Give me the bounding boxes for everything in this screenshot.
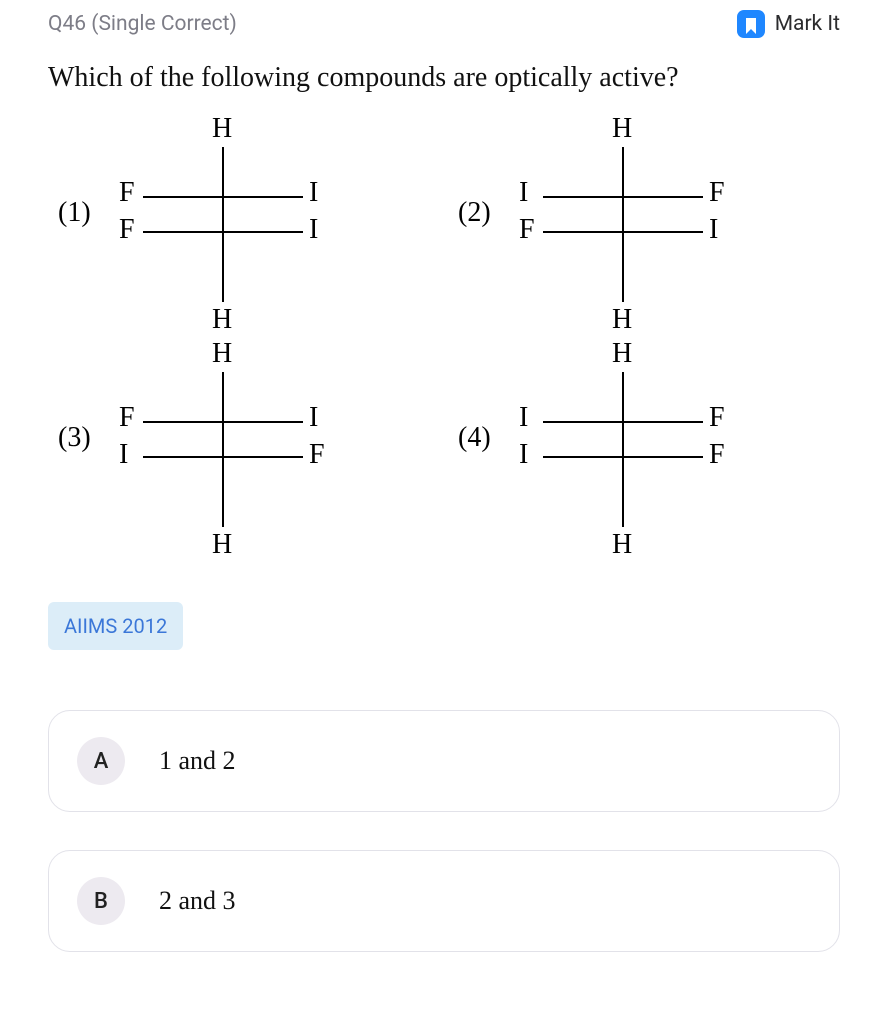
question-text: Which of the following compounds are opt… xyxy=(48,62,840,94)
horizontal-line-1 xyxy=(143,196,303,198)
atom-label-right_lower: F xyxy=(709,439,725,471)
horizontal-line-1 xyxy=(543,421,703,423)
fischer-diagram-3: (3)HHFIIF xyxy=(48,337,428,562)
diagram-number: (3) xyxy=(58,422,91,454)
horizontal-line-1 xyxy=(143,421,303,423)
atom-label-left_upper: I xyxy=(519,402,528,434)
atom-label-left_lower: F xyxy=(519,214,535,246)
atom-label-left_lower: I xyxy=(119,439,128,471)
backbone-line xyxy=(622,147,624,302)
backbone-line xyxy=(222,147,224,302)
option-b[interactable]: B 2 and 3 xyxy=(48,850,840,952)
diagram-number: (1) xyxy=(58,197,91,229)
horizontal-line-2 xyxy=(543,456,703,458)
atom-label-left_upper: I xyxy=(519,177,528,209)
atom-label-top: H xyxy=(612,338,632,370)
atom-label-top: H xyxy=(612,113,632,145)
atom-label-top: H xyxy=(212,113,232,145)
atom-label-right_upper: F xyxy=(709,177,725,209)
atom-label-right_upper: I xyxy=(309,177,318,209)
horizontal-line-2 xyxy=(543,231,703,233)
diagram-grid: (1)HHFIFI(2)HHIFFI(3)HHFIIF(4)HHIFIF xyxy=(48,112,840,562)
atom-label-bottom: H xyxy=(612,304,632,336)
tag-row: AIIMS 2012 xyxy=(48,602,840,650)
mark-it-button[interactable]: Mark It xyxy=(737,10,840,38)
backbone-line xyxy=(622,372,624,527)
option-text: 2 and 3 xyxy=(159,886,236,916)
horizontal-line-2 xyxy=(143,231,303,233)
atom-label-right_upper: F xyxy=(709,402,725,434)
atom-label-right_lower: F xyxy=(309,439,325,471)
option-letter: B xyxy=(77,877,125,925)
source-tag: AIIMS 2012 xyxy=(48,602,183,650)
atom-label-left_upper: F xyxy=(119,177,135,209)
horizontal-line-2 xyxy=(143,456,303,458)
backbone-line xyxy=(222,372,224,527)
diagram-number: (4) xyxy=(458,422,491,454)
atom-label-bottom: H xyxy=(212,529,232,561)
atom-label-right_lower: I xyxy=(709,214,718,246)
question-header: Q46 (Single Correct) Mark It xyxy=(48,10,840,38)
diagram-number: (2) xyxy=(458,197,491,229)
atom-label-bottom: H xyxy=(612,529,632,561)
fischer-diagram-1: (1) H H F I F I xyxy=(48,112,428,337)
option-text: 1 and 2 xyxy=(159,746,236,776)
atom-label-right_lower: I xyxy=(309,214,318,246)
atom-label-left_lower: F xyxy=(119,214,135,246)
bookmark-icon xyxy=(737,10,765,38)
options-list: A 1 and 2 B 2 and 3 xyxy=(48,710,840,952)
option-letter: A xyxy=(77,737,125,785)
option-a[interactable]: A 1 and 2 xyxy=(48,710,840,812)
fischer-diagram-2: (2)HHIFFI xyxy=(448,112,828,337)
atom-label-left_lower: I xyxy=(519,439,528,471)
atom-label-right_upper: I xyxy=(309,402,318,434)
horizontal-line-1 xyxy=(543,196,703,198)
atom-label-left_upper: F xyxy=(119,402,135,434)
mark-it-label: Mark It xyxy=(775,12,840,36)
fischer-diagram-4: (4) H H I F I F xyxy=(448,337,828,562)
atom-label-bottom: H xyxy=(212,304,232,336)
question-number: Q46 (Single Correct) xyxy=(48,12,237,36)
atom-label-top: H xyxy=(212,338,232,370)
